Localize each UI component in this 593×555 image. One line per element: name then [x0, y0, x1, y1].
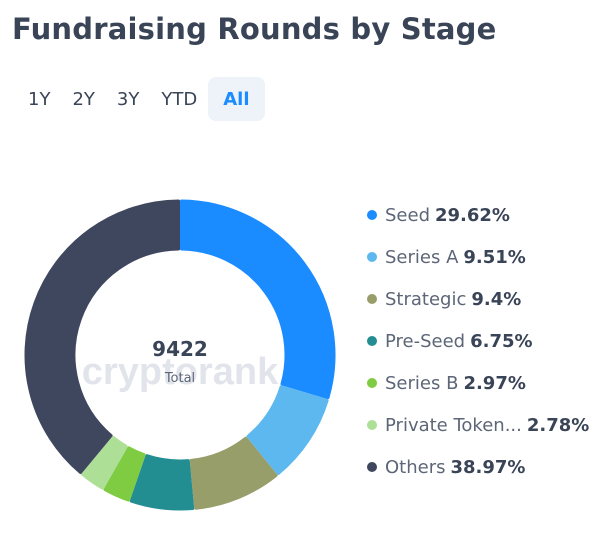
legend-label: Strategic: [385, 288, 467, 310]
legend-dot: [367, 294, 377, 304]
legend-dot: [367, 336, 377, 346]
legend-dot: [367, 420, 377, 430]
legend-label: Private Token...: [385, 414, 522, 436]
slice-pre-seed[interactable]: [129, 454, 195, 511]
legend-item-pre-seed[interactable]: Pre-Seed 6.75%: [367, 320, 589, 362]
legend-percent: 38.97%: [450, 456, 526, 478]
legend-label: Seed: [385, 204, 430, 226]
donut-slices: [24, 199, 336, 511]
slice-series-a[interactable]: [246, 385, 329, 475]
legend-label: Series A: [385, 246, 459, 268]
legend-dot: [367, 252, 377, 262]
legend-percent: 2.97%: [463, 372, 526, 394]
legend-percent: 6.75%: [470, 330, 533, 352]
time-range-selector: 1Y 2Y 3Y YTD All: [17, 77, 265, 121]
legend-item-series-a[interactable]: Series A 9.51%: [367, 236, 589, 278]
slice-series-b[interactable]: [103, 446, 146, 502]
slice-seed[interactable]: [180, 199, 336, 400]
total-label: Total: [164, 371, 195, 386]
slice-strategic[interactable]: [189, 436, 278, 510]
legend-item-seed[interactable]: Seed 29.62%: [367, 194, 589, 236]
legend-percent: 9.51%: [463, 246, 526, 268]
legend-dot: [367, 378, 377, 388]
range-ytd-button[interactable]: YTD: [161, 88, 198, 110]
slice-private-token-sale[interactable]: [81, 436, 128, 490]
legend-label: Pre-Seed: [385, 330, 466, 352]
legend-item-others[interactable]: Others 38.97%: [367, 446, 589, 488]
legend-percent: 2.78%: [526, 414, 590, 436]
legend-item-private-token-sale[interactable]: Private Token... 2.78%: [367, 404, 589, 446]
legend-dot: [367, 462, 377, 472]
chart-title: Fundraising Rounds by Stage: [12, 12, 497, 46]
range-1y-button[interactable]: 1Y: [28, 88, 51, 110]
legend-percent: 29.62%: [435, 204, 510, 226]
chart-legend: Seed 29.62% Series A 9.51% Strategic 9.4…: [367, 194, 589, 488]
legend-dot: [367, 210, 377, 220]
slice-others[interactable]: [24, 199, 180, 475]
watermark: cryptorank: [82, 351, 279, 393]
legend-label: Series B: [385, 372, 459, 394]
total-value: 9422: [152, 337, 208, 361]
legend-label: Others: [385, 456, 446, 478]
legend-percent: 9.4%: [471, 288, 522, 310]
range-2y-button[interactable]: 2Y: [72, 88, 95, 110]
range-all-button[interactable]: All: [208, 77, 265, 121]
range-3y-button[interactable]: 3Y: [116, 88, 140, 110]
legend-item-series-b[interactable]: Series B 2.97%: [367, 362, 589, 404]
legend-item-strategic[interactable]: Strategic 9.4%: [367, 278, 589, 320]
